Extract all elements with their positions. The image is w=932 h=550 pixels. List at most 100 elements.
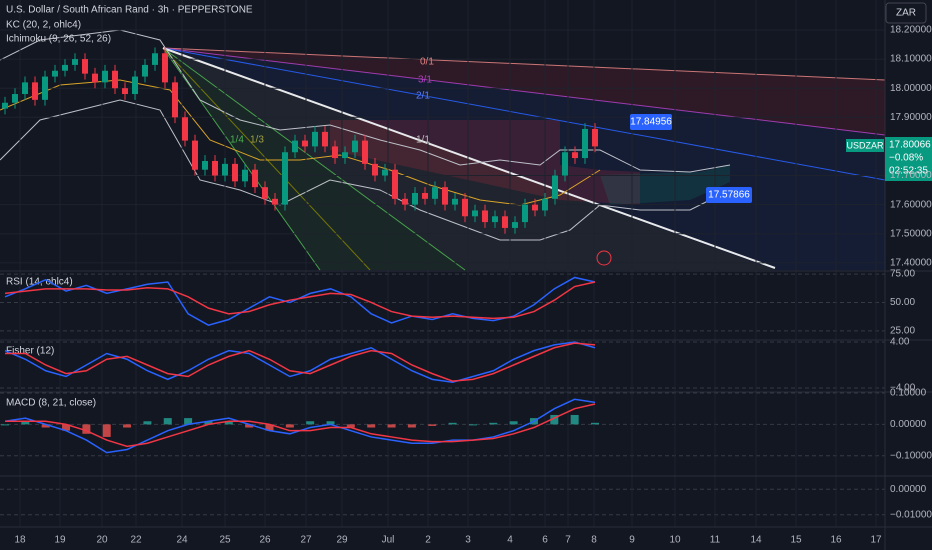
date-label: 3 [465, 535, 471, 546]
candle-body [512, 222, 518, 228]
histogram-bar [367, 424, 376, 428]
candle-body [442, 187, 448, 205]
candle-body [182, 117, 188, 141]
candle-body [582, 128, 588, 159]
histogram-bar [285, 424, 294, 428]
candle-body [102, 70, 108, 83]
y-tick-label: −0.10000 [890, 450, 932, 461]
candle-body [372, 163, 378, 176]
candle-body [562, 152, 568, 176]
y-tick-label: 17.50000 [890, 228, 932, 239]
y-tick-label: 50.00 [890, 297, 915, 308]
candle-body [2, 102, 8, 109]
histogram-bar [448, 422, 457, 425]
date-label: 26 [259, 535, 271, 546]
indicator-line [4, 281, 596, 320]
candle-body [452, 198, 458, 205]
candle-body [232, 163, 238, 182]
candle-body [332, 146, 338, 159]
last-price-change: −0.08% [889, 153, 923, 164]
candle-body [462, 198, 468, 217]
histogram-bar [387, 424, 396, 428]
currency-button[interactable] [885, 2, 927, 24]
candle-body [162, 53, 168, 83]
candle-body [322, 131, 328, 147]
candle-body [392, 169, 398, 199]
candle-body [402, 198, 408, 205]
y-tick-label: 18.00000 [890, 83, 932, 94]
date-label: 29 [336, 535, 348, 546]
last-price-value: 17.80066 [889, 140, 931, 151]
date-label: 6 [542, 535, 548, 546]
last-price [885, 137, 932, 181]
candle-body [192, 140, 198, 170]
candle-body [152, 53, 158, 65]
histogram-bar [346, 424, 355, 428]
date-label: 9 [629, 535, 635, 546]
indicator-legend: KC (20, 2, ohlc4) [6, 20, 81, 31]
fib-label: 3/1 [418, 75, 432, 86]
histogram-bar [468, 424, 477, 426]
fib-label: 1/1 [416, 135, 430, 146]
y-tick-label: 25.00 [890, 326, 915, 337]
event-icon[interactable] [596, 250, 612, 266]
candle-body [132, 76, 138, 95]
candle-body [42, 76, 48, 100]
y-tick-label: 4.00 [890, 337, 910, 348]
histogram-bar [123, 424, 132, 428]
candle-body [552, 175, 558, 199]
y-tick-label: 17.40000 [890, 257, 932, 268]
price-annotation [706, 187, 752, 203]
date-label: 18 [14, 535, 26, 546]
date-label: 11 [710, 535, 721, 546]
symbol-title: U.S. Dollar / South African Rand · 3h · … [6, 5, 253, 16]
symbol-tag-text: USDZAR [846, 140, 884, 150]
candle-body [482, 210, 488, 223]
candle-body [352, 140, 358, 153]
fan-line [162, 47, 886, 81]
date-label: 2 [425, 535, 431, 546]
date-label: 4 [507, 535, 513, 546]
fib-label: 1/3 [250, 135, 264, 146]
histogram-bar [265, 424, 274, 431]
candle-body [22, 82, 28, 95]
fan-zone [163, 48, 885, 270]
candle-body [72, 59, 78, 65]
date-label: 15 [790, 535, 802, 546]
histogram-bar [21, 421, 30, 425]
candle-body [52, 70, 58, 77]
histogram-bar [591, 422, 599, 425]
candle-body [212, 160, 218, 176]
histogram-bar [550, 414, 559, 425]
date-label: 24 [176, 535, 188, 546]
candle-body [172, 82, 178, 118]
candle-body [362, 140, 368, 164]
date-label: 16 [830, 535, 842, 546]
candle-body [502, 216, 508, 228]
pane-title: MACD (8, 21, close) [6, 398, 96, 409]
histogram-bar [224, 421, 233, 425]
candle-body [412, 192, 418, 205]
y-tick-label: 18.20000 [890, 25, 932, 36]
candle-body [82, 59, 88, 74]
date-label: 17 [870, 535, 882, 546]
histogram-bar [306, 421, 315, 425]
bar-countdown: 02:52:35 [889, 166, 928, 177]
drawings [0, 29, 886, 271]
candle-body [242, 169, 248, 182]
histogram-bar [143, 421, 152, 425]
date-label: 27 [300, 535, 312, 546]
candle-body [342, 152, 348, 159]
price-annotation-text: 17.57866 [708, 190, 750, 201]
fan-line [162, 47, 321, 271]
currency[interactable]: ZAR [896, 8, 916, 19]
indicator-line [4, 341, 596, 384]
histogram-bar [62, 424, 71, 431]
y-tick-label: 0.10000 [890, 388, 927, 399]
y-tick-label: 75.00 [890, 269, 915, 280]
candle-body [12, 94, 18, 103]
candle-body [222, 163, 228, 176]
candle-body [282, 152, 288, 205]
indicator-legend: Ichimoku (9, 26, 52, 26) [6, 34, 111, 45]
y-tick-label: 17.70000 [890, 170, 932, 181]
